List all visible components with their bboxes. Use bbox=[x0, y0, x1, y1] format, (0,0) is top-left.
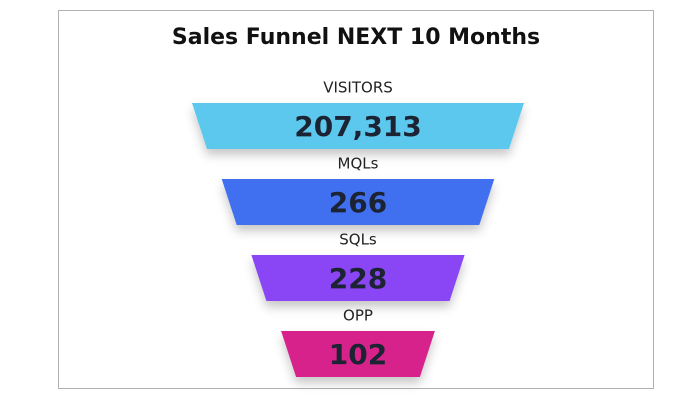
stage-label: SQLs bbox=[339, 231, 377, 249]
funnel-stage bbox=[281, 331, 435, 377]
stage-label: MQLs bbox=[338, 155, 379, 173]
funnel-stage bbox=[251, 255, 465, 301]
chart-title: Sales Funnel NEXT 10 Months bbox=[172, 25, 540, 50]
stage-label: VISITORS bbox=[323, 79, 393, 97]
value-label: 207,313 bbox=[294, 110, 422, 143]
funnel-stage bbox=[192, 103, 524, 149]
stage-label: OPP bbox=[343, 307, 373, 325]
value-label: 266 bbox=[329, 186, 387, 219]
value-label: 228 bbox=[329, 262, 387, 295]
funnel-stage bbox=[221, 179, 495, 225]
value-label: 102 bbox=[329, 338, 387, 371]
